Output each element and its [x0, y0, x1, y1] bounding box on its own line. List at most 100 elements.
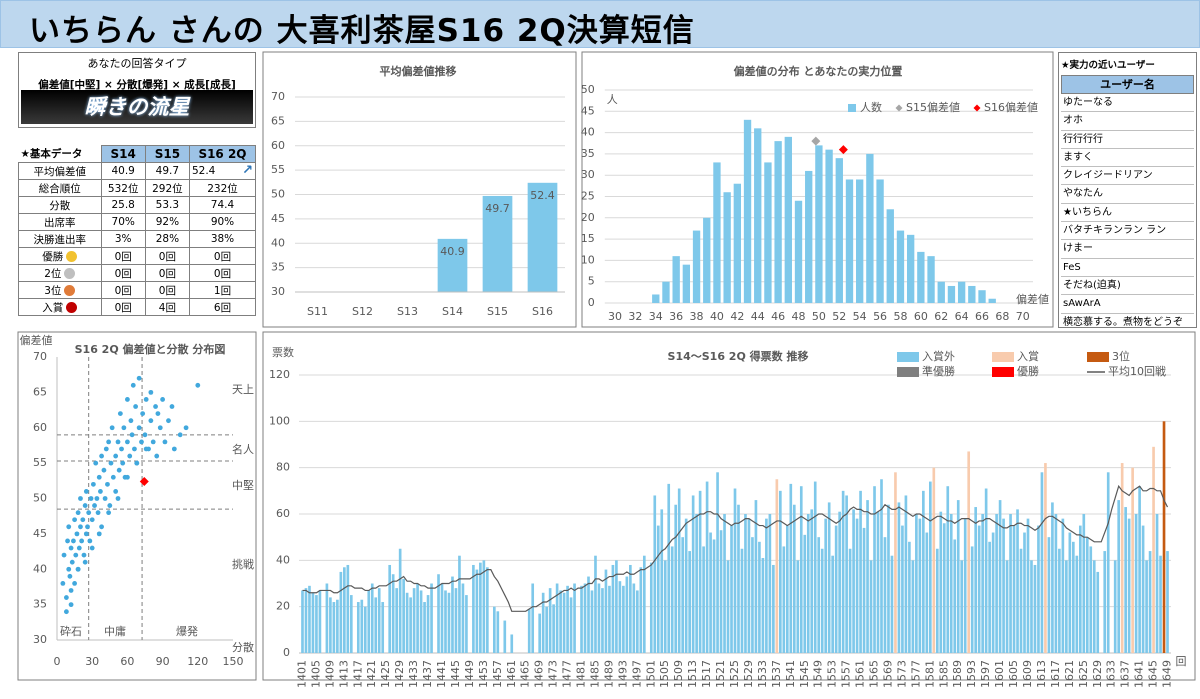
point	[171, 446, 177, 452]
point	[66, 524, 72, 530]
y-tick-label: 30	[33, 633, 47, 646]
bar	[1054, 514, 1058, 653]
bar	[437, 574, 440, 653]
x-tick-label: 68	[995, 310, 1009, 323]
point	[139, 439, 144, 445]
bar	[774, 141, 782, 303]
region-label: 挑戦	[232, 557, 254, 571]
x-tick-label: 32	[628, 310, 642, 323]
marker	[838, 145, 848, 155]
user-name: ますく	[1061, 149, 1194, 168]
point	[68, 545, 74, 551]
basic-data-table: ★基本データ S14 S15 S16 2Q 平均偏差値 40.9 49.7 52.4 ↗ 総合順位…	[18, 145, 257, 316]
bar	[660, 509, 664, 653]
x-tick-label: 1613	[1035, 660, 1048, 688]
panel	[262, 51, 577, 328]
bar	[1159, 555, 1162, 653]
bar	[705, 481, 709, 653]
cell: 0回	[100, 247, 146, 265]
bar	[764, 162, 772, 303]
page-title: いちらん さんの 大喜利茶屋S16 2Q決算短信	[29, 13, 695, 49]
chart-title: S14～S16 2Q 得票数 推移	[668, 349, 809, 363]
bar	[880, 479, 883, 653]
bar	[692, 230, 701, 303]
legend-label: 入賞	[1017, 350, 1039, 363]
point	[162, 439, 168, 445]
bar	[311, 592, 315, 653]
bar	[917, 251, 925, 303]
bar	[493, 606, 496, 653]
answer-label: あなたの回答タイプ	[87, 57, 187, 70]
bar	[869, 560, 873, 653]
point	[79, 538, 85, 544]
bar	[984, 488, 988, 653]
table-row: 決勝進出率 3% 28% 38%	[18, 230, 257, 248]
row-label: 総合順位	[18, 179, 102, 197]
point	[143, 446, 149, 452]
bar	[1152, 446, 1155, 653]
bar	[904, 495, 908, 653]
bar	[636, 590, 639, 653]
row-label-text: 総合順位	[38, 182, 81, 195]
x-tick-label: 1593	[965, 660, 978, 688]
bar	[667, 483, 671, 653]
region-label: 天上	[232, 383, 254, 396]
bar	[1148, 551, 1152, 653]
bar	[332, 602, 336, 653]
x-tick-label: 52	[832, 310, 846, 323]
point	[82, 503, 88, 508]
bar	[765, 518, 768, 653]
table-row: 分散 25.8 53.3 74.4	[18, 196, 257, 214]
bar	[1145, 560, 1148, 653]
medal-icon	[64, 268, 76, 279]
row-label: 優勝	[18, 247, 102, 265]
bar	[713, 162, 721, 303]
x-tick-label: 1489	[602, 660, 615, 688]
bar	[698, 490, 702, 653]
x-tick-label: 40	[710, 310, 724, 323]
bar	[472, 564, 475, 653]
bar	[1061, 518, 1065, 653]
point	[115, 496, 121, 501]
user-name: けまー	[1061, 240, 1194, 259]
point	[148, 389, 154, 395]
bar	[451, 576, 454, 653]
answer-type-text: 偏差値[中堅] × 分散[爆発] × 成長[成長]	[38, 79, 236, 91]
x-tick-label: 1625	[1077, 660, 1090, 688]
bar	[604, 569, 608, 653]
bar	[447, 592, 451, 653]
point	[96, 531, 102, 537]
x-tick-label: 1545	[798, 660, 811, 688]
bar	[758, 541, 761, 653]
user-name: 行行行行	[1061, 131, 1194, 149]
bar	[444, 590, 447, 653]
y-tick-label: 0	[283, 646, 290, 659]
bar	[703, 217, 711, 303]
y-tick-label: 10	[581, 253, 595, 266]
bar	[308, 585, 311, 653]
point	[113, 453, 119, 459]
x-tick-label: 30	[85, 655, 99, 668]
bar	[318, 590, 322, 653]
bar	[1085, 537, 1089, 653]
bar	[527, 608, 531, 653]
bar	[784, 136, 792, 303]
data-label: 52.4	[530, 189, 555, 202]
title-bar: いちらん さんの 大喜利茶屋S16 2Q決算短信	[0, 0, 1200, 49]
marker	[139, 477, 149, 487]
point	[99, 524, 104, 530]
y-tick-label: 70	[271, 90, 285, 103]
y-tick-label: 60	[271, 139, 285, 152]
point	[128, 418, 134, 424]
bar	[412, 588, 416, 653]
x-tick-label: 1589	[951, 660, 964, 688]
bar	[977, 525, 981, 653]
bar	[440, 583, 444, 653]
point	[125, 397, 130, 402]
bar	[632, 583, 636, 653]
user-name: sAwArA	[1061, 295, 1194, 314]
bar	[402, 578, 405, 653]
row-label-text: 2位	[44, 267, 62, 280]
x-tick-label: 1569	[881, 660, 894, 688]
answer-name: 瞬きの流星	[21, 90, 253, 124]
